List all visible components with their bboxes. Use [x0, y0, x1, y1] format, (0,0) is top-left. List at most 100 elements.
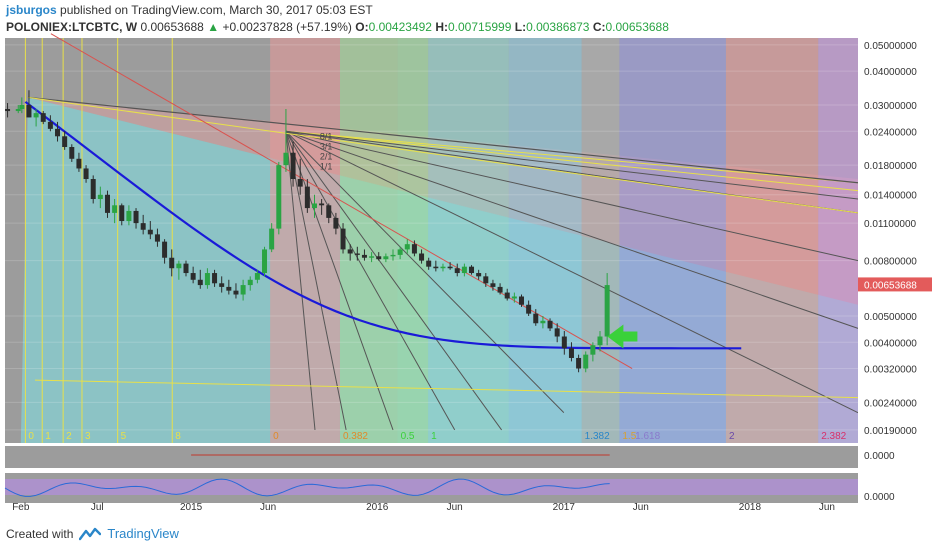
candle-body [126, 210, 132, 222]
candle-body [597, 336, 603, 346]
header-line-2: POLONIEX:LTCBTC, W 0.00653688 ▲ +0.00237… [6, 20, 669, 34]
candle-body [197, 279, 203, 286]
candle-body [411, 244, 417, 254]
candle-body [97, 194, 103, 200]
indicator-2-value: 0.0000 [864, 492, 895, 503]
candle-body [433, 266, 439, 269]
candle-body [568, 348, 574, 358]
last-price-tag [858, 277, 932, 292]
candle-body [90, 179, 96, 200]
candle-body [469, 266, 475, 274]
candle-body [604, 285, 610, 337]
candle-body [483, 276, 489, 284]
time-axis-tick-label: 2016 [366, 502, 389, 513]
candle-body [369, 256, 375, 258]
fib-zone-label: 0 [273, 431, 279, 442]
fib-zone-label: 2.382 [821, 431, 846, 442]
fib-time-zone-band [397, 38, 429, 443]
trend-line [50, 33, 633, 369]
candle-body [347, 249, 353, 254]
candle-body [304, 186, 310, 209]
gann-fan-line [285, 130, 503, 431]
price-axis-tick-label: 0.00400000 [864, 338, 917, 349]
stoch-line [4, 478, 610, 497]
candle-body [247, 279, 253, 286]
gann-fan-line [285, 131, 456, 431]
candle-body [526, 304, 532, 314]
candle-body [561, 336, 567, 349]
footer: Created with TradingView [6, 526, 179, 541]
last-price-tag-label: 0.00653688 [864, 280, 917, 291]
candle-body [62, 136, 68, 148]
candle-body [333, 217, 339, 229]
price-change: +0.00237828 (+57.19%) [222, 20, 352, 34]
candle-body [326, 205, 332, 218]
price-axis-tick-label: 0.00800000 [864, 257, 917, 268]
last-price: 0.00653688 [140, 20, 204, 34]
price-axis-tick-label: 0.00190000 [864, 426, 917, 437]
candle-body [47, 121, 53, 129]
candle-body [397, 249, 403, 255]
candle-body [276, 165, 282, 229]
candle-body [540, 320, 546, 324]
candle-body [383, 256, 389, 260]
stoch-band [5, 479, 858, 495]
candle-body [212, 273, 218, 284]
created-with-label: Created with [6, 526, 74, 541]
candle-body [440, 266, 446, 269]
candle-body [226, 286, 232, 291]
price-axis-tick-label: 0.01400000 [864, 191, 917, 202]
gann-fan-line [285, 130, 859, 262]
time-axis-tick-label: Jun [819, 502, 835, 513]
candle-body [119, 205, 125, 222]
fib-time-zone-band [725, 38, 819, 443]
candle-body [533, 313, 539, 324]
open-value: 0.00423492 [368, 20, 432, 34]
header-line-1: jsburgos published on TradingView.com, M… [6, 3, 373, 17]
candle-body [497, 286, 503, 293]
candle-body [547, 320, 553, 329]
tradingview-brand[interactable]: TradingView [107, 526, 179, 541]
price-axis-tick-label: 0.03000000 [864, 101, 917, 112]
gann-fan-line [285, 130, 859, 329]
fib-time-label: 5 [121, 431, 127, 442]
gann-fan-line [285, 130, 859, 414]
green-arrow-icon [607, 324, 638, 349]
candle-body [190, 273, 196, 280]
candle-body [183, 263, 189, 274]
gann-fan-label: 8/1 [320, 131, 333, 141]
low-label: L: [514, 20, 527, 34]
fib-time-label: 0 [28, 431, 34, 442]
price-axis-tick-label: 0.01100000 [864, 219, 917, 230]
candle-body [104, 194, 110, 213]
candle-body [204, 273, 210, 286]
candle-body [447, 266, 453, 269]
open-label: O: [355, 20, 369, 34]
candle-body [33, 113, 39, 118]
candle-body [590, 345, 596, 355]
candle-body [162, 241, 168, 258]
price-axis-tick-label: 0.05000000 [864, 41, 917, 52]
symbol-label[interactable]: POLONIEX:LTCBTC, W [6, 20, 138, 34]
fib-zone-label: 0.382 [343, 431, 368, 442]
candle-body [176, 263, 182, 269]
author-username[interactable]: jsburgos [6, 3, 57, 17]
candle-body [490, 283, 496, 287]
candle-body [461, 266, 467, 274]
candle-body [240, 285, 246, 295]
candle-body [269, 228, 275, 250]
time-axis-tick-label: 2017 [553, 502, 576, 513]
candle-body [262, 249, 268, 274]
fib-time-label: 2 [66, 431, 72, 442]
candle-body [583, 354, 589, 369]
fib-time-zone-band [508, 38, 582, 443]
candle-body [283, 152, 289, 166]
time-axis-tick-label: Jul [91, 502, 104, 513]
fib-time-zone-band [581, 38, 620, 443]
tradingview-logo-icon [79, 527, 102, 540]
high-value: 0.00715999 [448, 20, 512, 34]
candle-body [69, 147, 75, 159]
fib-time-label: 8 [175, 431, 181, 442]
time-axis-tick-label: 2015 [180, 502, 203, 513]
